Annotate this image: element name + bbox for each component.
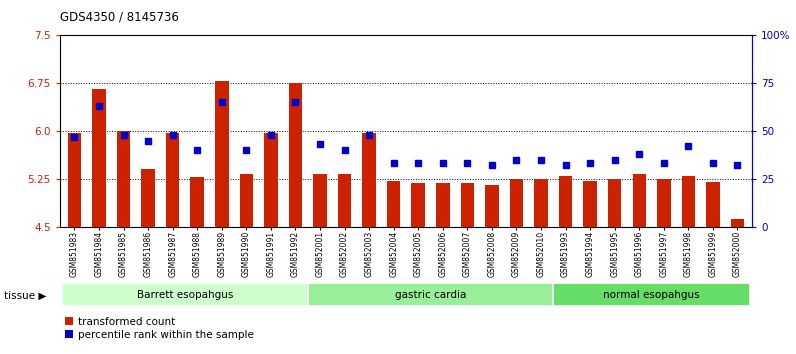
Bar: [559, 176, 572, 227]
Bar: [215, 81, 228, 227]
Legend: transformed count, percentile rank within the sample: transformed count, percentile rank withi…: [65, 317, 255, 340]
Bar: [461, 183, 474, 227]
Text: Barrett esopahgus: Barrett esopahgus: [137, 290, 233, 300]
Bar: [608, 179, 622, 227]
Text: normal esopahgus: normal esopahgus: [603, 290, 700, 300]
Bar: [509, 179, 523, 227]
Bar: [583, 181, 597, 227]
Bar: [657, 179, 670, 227]
Bar: [92, 89, 106, 227]
Bar: [264, 133, 278, 227]
Bar: [142, 169, 155, 227]
Bar: [289, 83, 302, 227]
Bar: [362, 133, 376, 227]
Bar: [706, 182, 720, 227]
Bar: [387, 181, 400, 227]
Bar: [190, 177, 204, 227]
Bar: [633, 174, 646, 227]
Bar: [314, 174, 327, 227]
Text: GDS4350 / 8145736: GDS4350 / 8145736: [60, 11, 178, 24]
Bar: [553, 283, 750, 306]
Bar: [117, 131, 131, 227]
Bar: [485, 185, 498, 227]
Bar: [166, 133, 179, 227]
Bar: [731, 219, 744, 227]
Bar: [68, 133, 81, 227]
Bar: [338, 174, 351, 227]
Bar: [436, 183, 450, 227]
Bar: [534, 179, 548, 227]
Bar: [62, 283, 308, 306]
Bar: [412, 183, 425, 227]
Text: tissue ▶: tissue ▶: [4, 291, 46, 301]
Bar: [308, 283, 553, 306]
Text: gastric cardia: gastric cardia: [395, 290, 466, 300]
Bar: [681, 176, 695, 227]
Bar: [240, 174, 253, 227]
